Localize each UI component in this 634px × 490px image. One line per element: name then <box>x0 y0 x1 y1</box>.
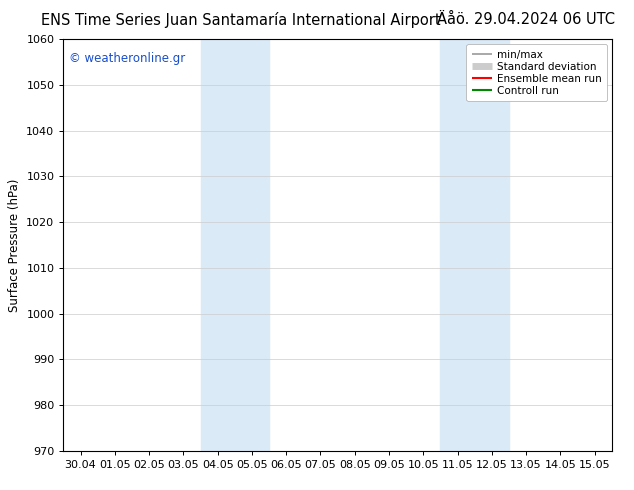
Legend: min/max, Standard deviation, Ensemble mean run, Controll run: min/max, Standard deviation, Ensemble me… <box>467 45 607 101</box>
Bar <box>200 39 269 451</box>
Text: ENS Time Series Juan Santamaría International Airport: ENS Time Series Juan Santamaría Internat… <box>41 12 441 28</box>
Text: Äåö. 29.04.2024 06 UTC: Äåö. 29.04.2024 06 UTC <box>437 12 615 27</box>
Bar <box>441 39 509 451</box>
Text: © weatheronline.gr: © weatheronline.gr <box>69 51 185 65</box>
Y-axis label: Surface Pressure (hPa): Surface Pressure (hPa) <box>8 178 21 312</box>
